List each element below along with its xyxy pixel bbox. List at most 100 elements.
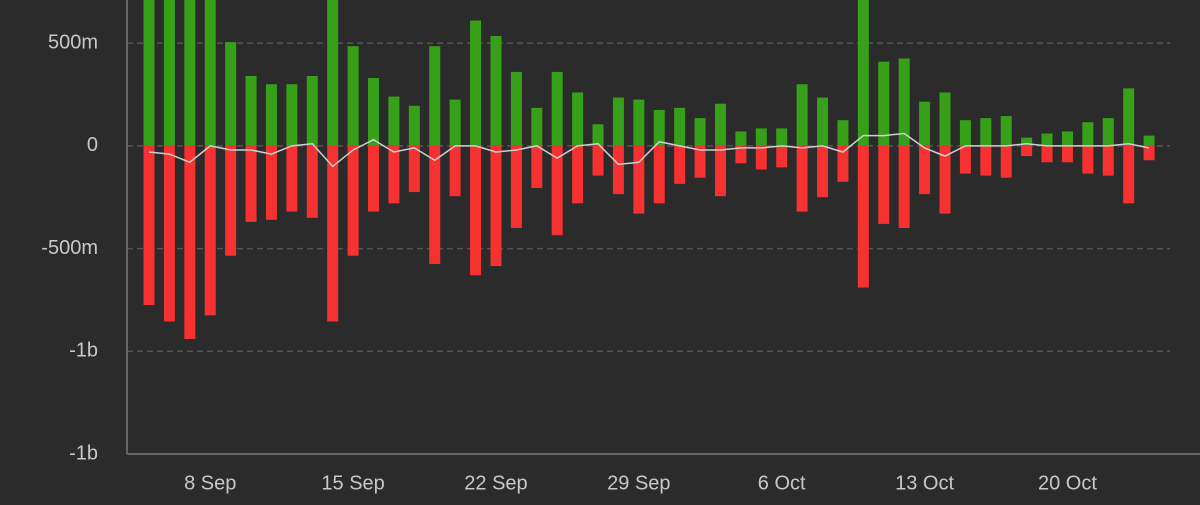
bar	[796, 145, 808, 212]
bar	[408, 145, 420, 193]
bar	[306, 145, 318, 218]
bar	[735, 145, 747, 164]
bar	[1041, 145, 1053, 163]
bar	[878, 61, 890, 146]
bar	[980, 118, 992, 146]
bar	[592, 124, 604, 146]
bar	[470, 145, 482, 276]
bar	[817, 97, 829, 146]
bar	[694, 118, 706, 146]
bar	[449, 145, 461, 197]
bar	[817, 145, 829, 198]
bar	[1021, 145, 1033, 157]
bar	[510, 71, 522, 146]
y-tick-label: 500m	[48, 31, 98, 53]
bar	[388, 145, 400, 204]
bar	[959, 120, 971, 146]
x-tick-label: 22 Sep	[464, 472, 527, 494]
bar	[776, 145, 788, 168]
bar	[1102, 118, 1114, 146]
bar	[347, 46, 359, 146]
bar	[429, 145, 441, 264]
bar	[388, 96, 400, 146]
bar	[490, 145, 502, 267]
bar	[919, 145, 931, 195]
bar	[286, 145, 298, 212]
bar	[490, 35, 502, 146]
bar	[531, 107, 543, 146]
bar	[408, 105, 420, 146]
bar	[939, 145, 951, 214]
bar	[429, 46, 441, 146]
y-tick-label: -1b	[69, 442, 98, 464]
bar	[592, 145, 604, 176]
bar	[265, 84, 277, 146]
bar	[1123, 88, 1135, 146]
y-tick-label: -500m	[41, 237, 98, 259]
bar	[939, 92, 951, 146]
bar	[286, 84, 298, 146]
bar	[1082, 145, 1094, 174]
bar	[347, 145, 359, 256]
x-tick-label: 8 Sep	[184, 472, 236, 494]
bar	[449, 99, 461, 146]
bar	[1000, 116, 1012, 146]
bar	[163, 145, 175, 322]
bar	[1082, 122, 1094, 146]
bar	[980, 145, 992, 176]
bar	[612, 145, 624, 195]
bar	[1143, 135, 1155, 146]
bar	[776, 128, 788, 146]
bar	[714, 145, 726, 197]
bar	[959, 145, 971, 174]
bar	[1123, 145, 1135, 204]
bar	[653, 145, 665, 204]
bar	[1061, 145, 1073, 163]
bar	[796, 84, 808, 146]
plot-area	[143, 0, 1155, 339]
bar	[1000, 145, 1012, 178]
bar	[857, 145, 869, 288]
bar	[204, 0, 216, 146]
bar	[306, 76, 318, 146]
bar	[470, 20, 482, 146]
x-tick-label: 6 Oct	[758, 472, 806, 494]
bar	[184, 0, 196, 146]
bar	[898, 145, 910, 229]
bar	[245, 145, 257, 222]
x-tick-label: 20 Oct	[1038, 472, 1097, 494]
bar	[633, 145, 645, 214]
bar	[368, 78, 380, 146]
bar	[204, 145, 216, 316]
bar	[572, 145, 584, 204]
y-tick-label: 0	[87, 134, 98, 156]
bar	[878, 145, 890, 224]
bar	[143, 145, 155, 306]
x-tick-label: 13 Oct	[895, 472, 954, 494]
bar	[225, 42, 237, 146]
bar	[857, 0, 869, 146]
bar	[633, 99, 645, 146]
bar	[674, 107, 686, 146]
bar	[1143, 145, 1155, 161]
bar	[1021, 137, 1033, 146]
bar	[327, 0, 339, 146]
bar	[551, 145, 563, 236]
bar	[612, 97, 624, 146]
bar	[163, 0, 175, 146]
bar	[898, 58, 910, 146]
bar	[1041, 133, 1053, 146]
bar	[735, 131, 747, 146]
bar	[572, 92, 584, 146]
net-line	[148, 132, 1150, 168]
bar	[919, 101, 931, 146]
bar	[184, 145, 196, 339]
bar	[368, 145, 380, 212]
x-tick-label: 29 Sep	[607, 472, 670, 494]
bar	[755, 128, 767, 146]
bar	[694, 145, 706, 178]
bar	[327, 145, 339, 322]
x-tick-label: 15 Sep	[321, 472, 384, 494]
